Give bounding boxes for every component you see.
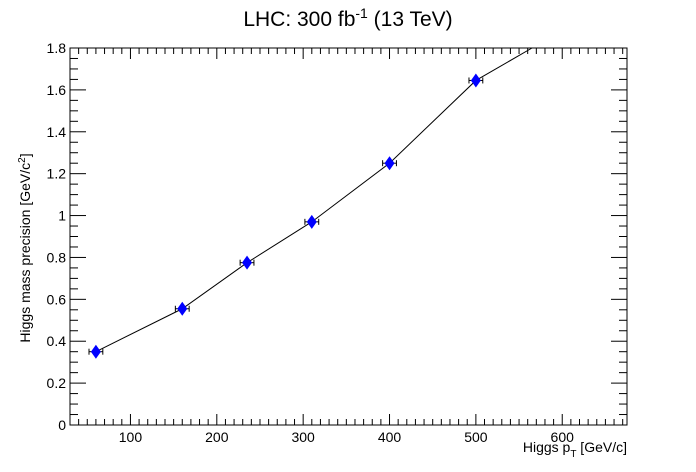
y-tick-label: 1: [58, 208, 66, 224]
y-tick-label: 1.4: [47, 124, 67, 140]
data-points: [88, 73, 484, 359]
y-tick-label: 0.6: [47, 291, 67, 307]
x-tick-label: 200: [205, 429, 229, 445]
y-axis: 0 0.2 0.4 0.6 0.8 1 1.2 1.4 1.6 1.8: [47, 40, 627, 433]
diamond-marker: [306, 214, 317, 229]
data-point: [174, 301, 190, 316]
x-tick-label: 500: [464, 429, 488, 445]
x-tick-label: 300: [291, 429, 315, 445]
y-tick-label: 0.2: [47, 375, 67, 391]
plot-frame: [69, 47, 628, 426]
y-tick-label: 1.2: [47, 166, 67, 182]
x-tick-label: 100: [119, 429, 143, 445]
data-point: [239, 255, 255, 270]
diamond-marker: [177, 301, 188, 316]
x-axis: 100 200 300 400 500 600: [69, 48, 624, 445]
x-tick-label: 400: [378, 429, 402, 445]
series-line: [95, 47, 533, 353]
x-tick-label: 600: [551, 429, 575, 445]
diamond-marker: [242, 255, 253, 270]
y-tick-label: 0: [58, 417, 66, 433]
diamond-marker: [470, 73, 481, 88]
y-tick-label: 1.6: [47, 82, 67, 98]
data-point: [468, 73, 484, 88]
y-tick-label: 0.8: [47, 249, 67, 265]
diamond-marker: [90, 344, 101, 359]
y-tick-label: 1.8: [47, 40, 67, 56]
chart-title: LHC: 300 fb-1 (13 TeV): [243, 5, 452, 31]
data-point: [382, 156, 397, 171]
data-point: [304, 214, 320, 229]
y-axis-label: Higgs mass precision [GeV/c2]: [17, 153, 33, 342]
plot-area: 100 200 300 400 500 600 00.20.40.60.811.21.41…: [47, 40, 628, 445]
y-tick-label: 0.4: [47, 333, 67, 349]
diamond-marker: [384, 156, 395, 171]
data-point: [88, 344, 104, 359]
x-axis-label: Higgs pT [GeV/c]: [523, 439, 627, 460]
series-polyline: [95, 47, 533, 353]
